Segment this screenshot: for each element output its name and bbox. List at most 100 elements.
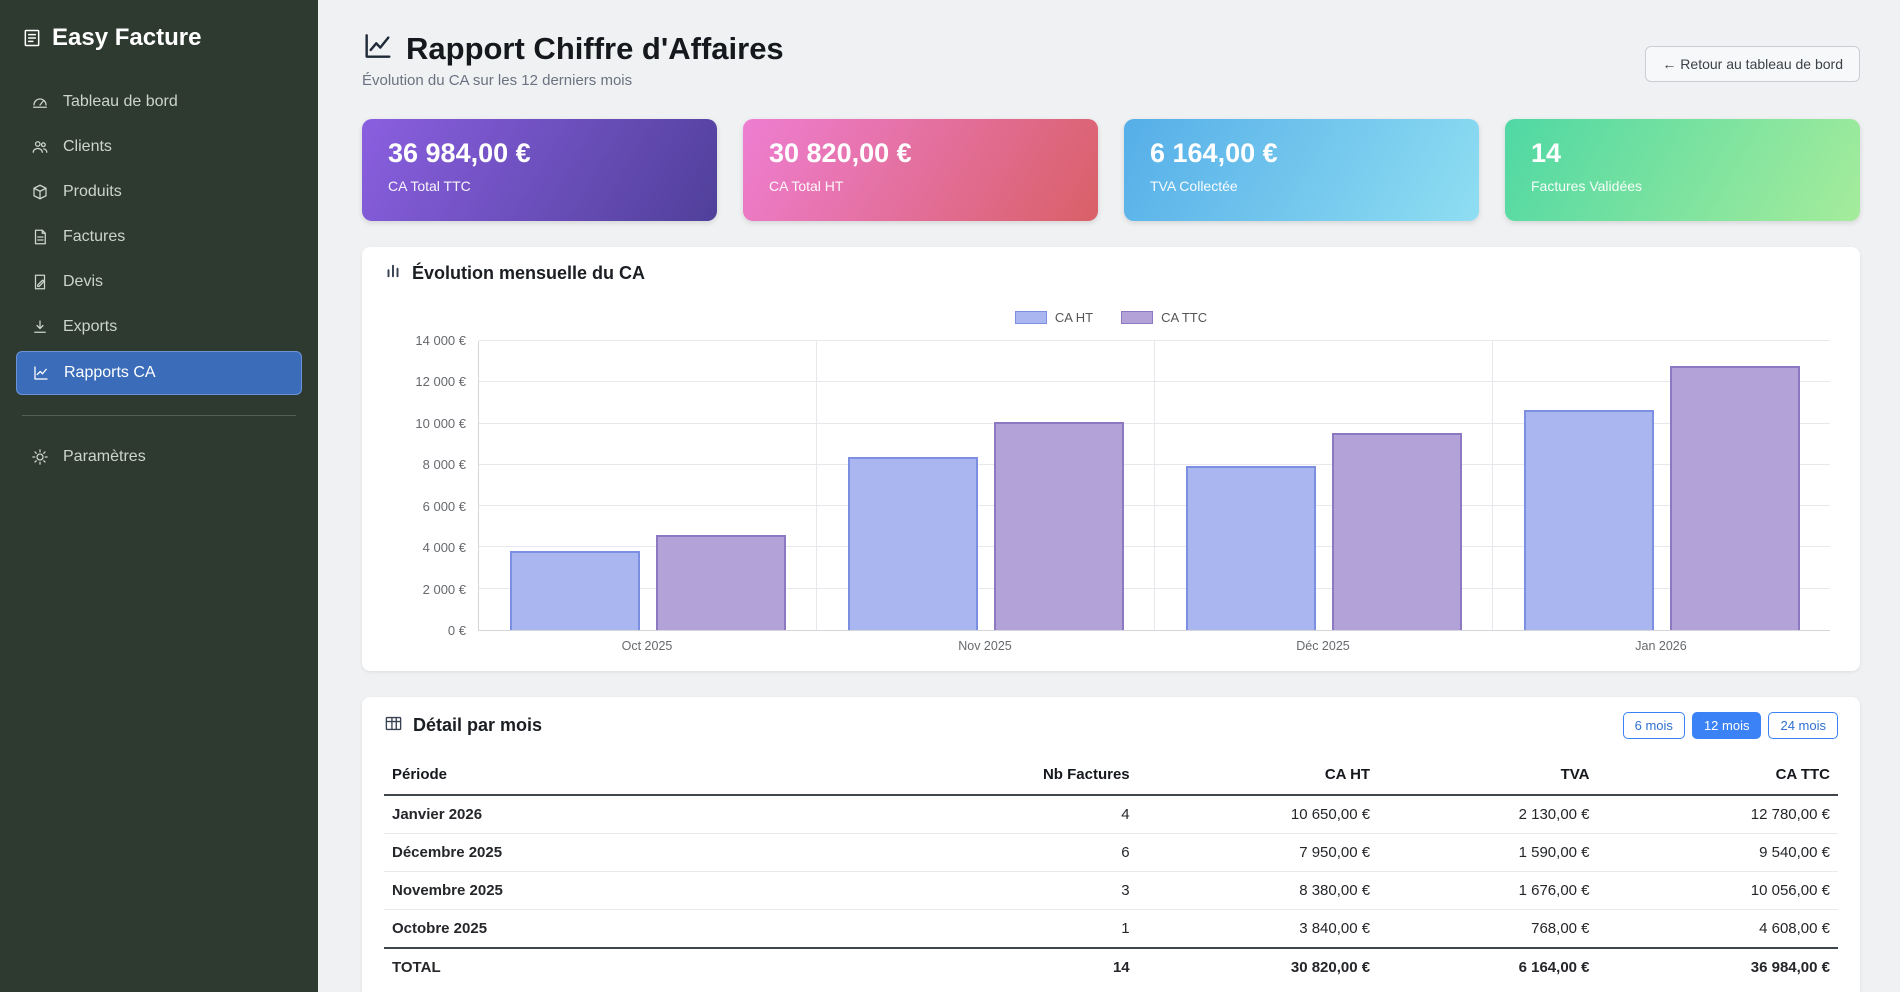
bar-ca-ttc[interactable]	[655, 534, 786, 630]
invoices-icon	[30, 228, 50, 246]
sidebar-item-clients[interactable]: Clients	[16, 126, 302, 168]
stat-value: 6 164,00 €	[1150, 138, 1278, 168]
bar-ca-ttc[interactable]	[1331, 433, 1462, 630]
table-cell: 8 380,00 €	[1137, 871, 1379, 910]
bar-ca-ht[interactable]	[509, 550, 640, 630]
range-button-12-mois[interactable]: 12 mois	[1691, 712, 1762, 739]
table-row: Janvier 2026 4 10 650,00 €2 130,00 €12 780…	[384, 795, 1838, 834]
table-cell: 36 984,00 €	[1597, 947, 1838, 986]
column-header: CA HT	[1137, 755, 1379, 796]
table-row: Novembre 2025 3 8 380,00 €1 676,00 €10 056…	[384, 871, 1838, 910]
page-subtitle: Évolution du CA sur les 12 derniers mois	[362, 72, 633, 89]
column-header: Nb Factures	[878, 755, 1138, 796]
sidebar: Easy Facture Tableau de bord Clients Produ…	[0, 0, 318, 992]
table-cell: 4 608,00 €	[1597, 909, 1838, 949]
column-header: CA TTC	[1597, 755, 1838, 796]
sidebar-item-invoices[interactable]: Factures	[16, 216, 302, 258]
stat-label: Factures Validées	[1531, 178, 1643, 194]
sidebar-item-dashboard[interactable]: Tableau de bord	[16, 81, 302, 123]
main-content: Rapport Chiffre d'Affaires Évolution du …	[318, 0, 1900, 992]
table-cell: 6	[878, 833, 1138, 872]
stat-card-4: 14 Factures Validées	[1505, 119, 1860, 221]
x-axis-label: Nov 2025	[958, 639, 1012, 653]
table-cell: 1	[878, 909, 1138, 949]
products-icon	[30, 183, 50, 201]
table-cell: 1 590,00 €	[1378, 833, 1598, 872]
quotes-icon	[30, 273, 50, 291]
chart-group	[479, 341, 816, 630]
table-cell: Janvier 2026	[384, 795, 879, 834]
chart-y-axis: 0 € 2 000 € 4 000 € 6 000 € 8 000 € 10 000 € 1…	[392, 333, 478, 638]
table-cell: 6 164,00 €	[1378, 947, 1598, 986]
bar-ca-ht[interactable]	[1185, 465, 1316, 630]
page-header: Rapport Chiffre d'Affaires Évolution du …	[362, 30, 1860, 89]
table-cell: 2 130,00 €	[1378, 795, 1598, 834]
column-header: Période	[384, 755, 879, 796]
y-axis-tick-label: 4 000 €	[422, 540, 466, 556]
x-axis-label: Déc 2025	[1296, 639, 1350, 653]
x-axis-label: Jan 2026	[1635, 639, 1687, 653]
table-total-row: TOTAL 14 30 820,00 €6 164,00 €36 984,00 €	[384, 947, 1838, 986]
stat-label: CA Total HT	[769, 178, 844, 194]
y-axis-tick-label: 6 000 €	[422, 498, 466, 514]
table-cell: 4	[878, 795, 1138, 834]
bar-ca-ttc[interactable]	[993, 422, 1124, 630]
table-cell: Octobre 2025	[384, 909, 879, 949]
legend-label: CA HT	[1054, 310, 1094, 325]
table-cell: 3	[878, 871, 1138, 910]
sidebar-item-reports[interactable]: Rapports CA	[16, 351, 302, 395]
chart-group	[1154, 341, 1492, 630]
sidebar-item-label: Exports	[63, 318, 118, 335]
table-cell: 12 780,00 €	[1597, 795, 1838, 834]
range-button-24-mois[interactable]: 24 mois	[1768, 712, 1838, 739]
x-axis-label: Oct 2025	[621, 639, 673, 653]
sidebar-divider	[22, 415, 296, 416]
table-cell: Décembre 2025	[384, 833, 879, 872]
y-axis-tick-label: 0 €	[447, 623, 466, 638]
chart-x-axis: Oct 2025 Nov 2025 Déc 2025 Jan 2026	[478, 631, 1830, 653]
table-row: Décembre 2025 6 7 950,00 €1 590,00 €9 540,…	[384, 833, 1838, 872]
table-body: Janvier 2026 4 10 650,00 €2 130,00 €12 780…	[384, 795, 1838, 986]
bar-ca-ht[interactable]	[1523, 410, 1654, 630]
sidebar-item-label: Rapports CA	[64, 364, 156, 381]
table-cell: Novembre 2025	[384, 871, 879, 910]
sidebar-item-quotes[interactable]: Devis	[16, 261, 302, 303]
chart-legend: CA HT CA TTC	[392, 310, 1830, 325]
stat-card-1: 36 984,00 € CA Total TTC	[362, 119, 717, 221]
table-cell: 14	[878, 947, 1138, 986]
chart-card-header: Évolution mensuelle du CA	[362, 247, 1860, 300]
clients-icon	[30, 138, 50, 156]
table-card-header-left: Détail par mois	[384, 714, 542, 738]
bar-ca-ttc[interactable]	[1669, 366, 1800, 630]
sidebar-nav: Tableau de bord Clients Produits Factures De…	[12, 78, 306, 481]
table-cell: 10 650,00 €	[1137, 795, 1379, 834]
sidebar-item-exports[interactable]: Exports	[16, 306, 302, 348]
range-button-6-mois[interactable]: 6 mois	[1622, 712, 1685, 739]
legend-swatch	[1121, 311, 1154, 324]
sidebar-item-settings[interactable]: Paramètres	[16, 436, 302, 478]
bar-chart-icon	[384, 262, 402, 285]
y-axis-tick-label: 14 000 €	[415, 333, 466, 348]
table-cell: 3 840,00 €	[1137, 909, 1379, 949]
back-to-dashboard-button[interactable]: ← Retour au tableau de bord	[1645, 46, 1860, 82]
title-row: Rapport Chiffre d'Affaires	[362, 30, 784, 67]
monthly-detail-card: Détail par mois 6 mois 12 mois 24 mois Pér…	[362, 697, 1860, 992]
sidebar-item-products[interactable]: Produits	[16, 171, 302, 213]
table-card-title: Détail par mois	[413, 715, 543, 735]
legend-label: CA TTC	[1161, 310, 1208, 325]
revenue-bar-chart: CA HT CA TTC 0 € 2 000 € 4 000 € 6 000 € 8 00…	[362, 300, 1860, 671]
chart-card-title: Évolution mensuelle du CA	[412, 263, 646, 283]
table-header-row: Période Nb Factures CA HT TVA CA TTC	[384, 755, 1838, 796]
table-cell: 7 950,00 €	[1137, 833, 1379, 872]
bar-ca-ht[interactable]	[847, 457, 978, 630]
chart-body: 0 € 2 000 € 4 000 € 6 000 € 8 000 € 10 000 € 1…	[392, 333, 1830, 653]
exports-icon	[30, 318, 50, 336]
y-axis-tick-label: 12 000 €	[415, 374, 466, 390]
gridline	[479, 340, 1830, 341]
chart-plot-area	[478, 340, 1830, 631]
range-button-group: 6 mois 12 mois 24 mois	[1622, 712, 1838, 739]
y-axis-tick-label: 2 000 €	[422, 581, 466, 597]
sidebar-item-label: Paramètres	[63, 448, 146, 465]
monthly-detail-table: Période Nb Factures CA HT TVA CA TTC Janvier…	[384, 755, 1838, 986]
table-card-header: Détail par mois 6 mois 12 mois 24 mois	[362, 697, 1860, 747]
